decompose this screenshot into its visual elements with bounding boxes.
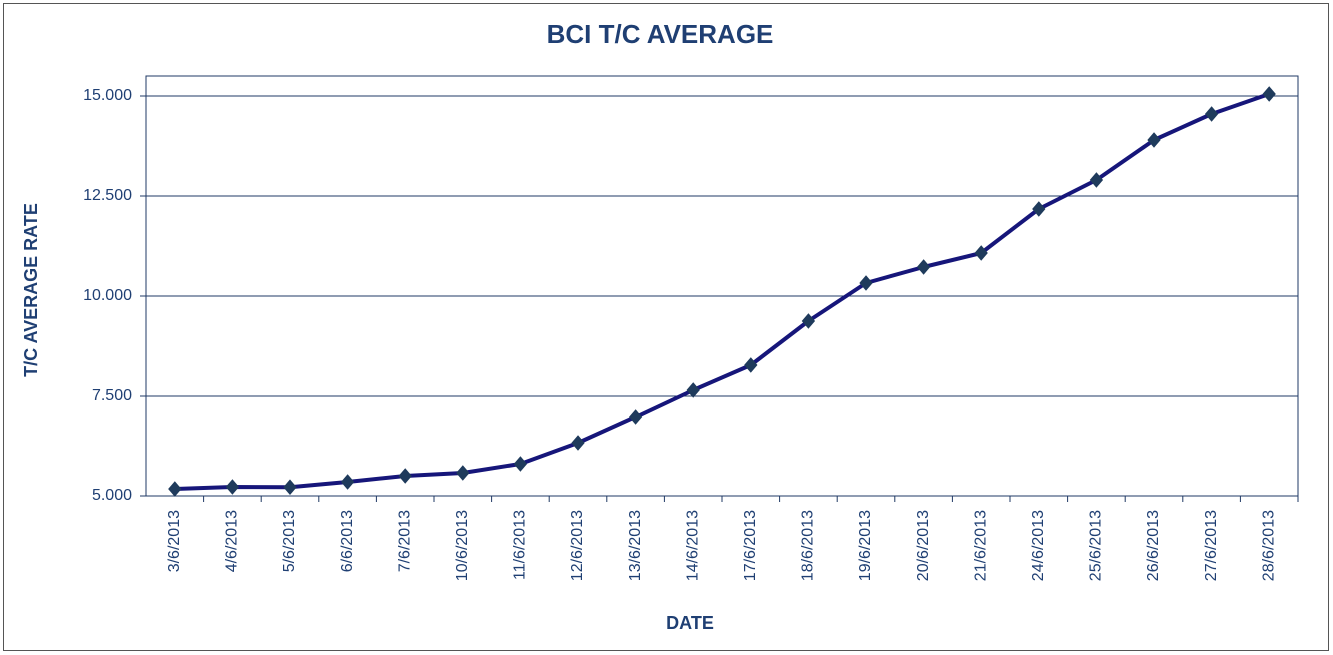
x-tick-label: 24/6/2013 <box>1030 510 1047 581</box>
x-tick-label: 10/6/2013 <box>454 510 471 581</box>
x-tick-label: 7/6/2013 <box>396 510 413 572</box>
data-point <box>168 481 182 497</box>
x-tick-label: 28/6/2013 <box>1260 510 1277 581</box>
x-tick-label: 17/6/2013 <box>742 510 759 581</box>
y-tick-label: 15.000 <box>83 87 132 104</box>
x-tick-label: 21/6/2013 <box>972 510 989 581</box>
x-tick-label: 27/6/2013 <box>1203 510 1220 581</box>
x-tick-label: 19/6/2013 <box>857 510 874 581</box>
x-tick-label: 25/6/2013 <box>1088 510 1105 581</box>
data-point <box>859 275 873 291</box>
data-point <box>225 479 240 495</box>
data-point <box>628 409 643 425</box>
data-point <box>1032 201 1046 217</box>
x-tick-label: 3/6/2013 <box>166 510 183 572</box>
x-tick-label: 12/6/2013 <box>569 510 586 581</box>
data-point <box>283 479 297 495</box>
data-point <box>1089 172 1104 188</box>
x-tick-label: 5/6/2013 <box>281 510 298 572</box>
y-tick-label: 5.000 <box>92 487 132 504</box>
data-point <box>686 382 700 398</box>
y-tick-label: 12.500 <box>83 187 132 204</box>
x-tick-label: 14/6/2013 <box>684 510 701 581</box>
data-point <box>398 468 412 484</box>
chart-title: BCI T/C AVERAGE <box>547 19 774 49</box>
data-point <box>571 435 585 451</box>
x-axis-title: DATE <box>666 613 714 633</box>
x-tick-label: 4/6/2013 <box>224 510 241 572</box>
x-tick-label: 26/6/2013 <box>1145 510 1162 581</box>
data-point <box>744 357 758 373</box>
data-point <box>974 245 988 261</box>
data-point <box>1262 86 1276 102</box>
x-tick-label: 18/6/2013 <box>800 510 817 581</box>
x-tick-label: 11/6/2013 <box>512 510 529 580</box>
y-tick-label: 7.500 <box>92 387 132 404</box>
x-tick-label: 6/6/2013 <box>339 510 356 572</box>
data-point <box>456 465 470 481</box>
x-tick-label: 13/6/2013 <box>627 510 644 581</box>
data-point <box>513 456 528 472</box>
data-point <box>1147 132 1161 148</box>
series-line <box>174 92 1270 491</box>
data-point <box>1204 106 1219 122</box>
data-point <box>801 313 816 329</box>
chart-border <box>3 3 1329 651</box>
y-tick-label: 10.000 <box>83 287 132 304</box>
y-axis-title: T/C AVERAGE RATE <box>21 203 41 377</box>
data-point <box>340 474 355 490</box>
x-tick-label: 20/6/2013 <box>915 510 932 581</box>
data-point <box>916 259 931 275</box>
